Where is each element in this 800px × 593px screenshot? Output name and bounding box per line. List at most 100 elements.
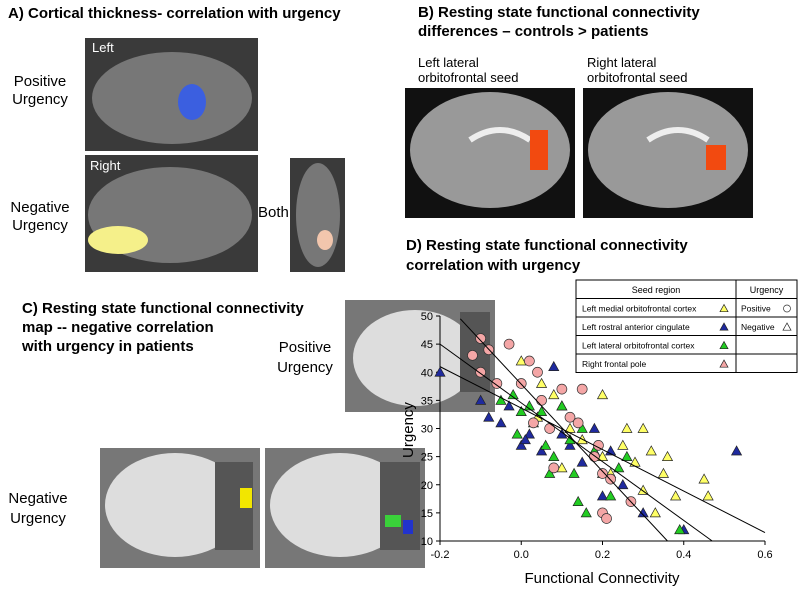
point [597,468,608,479]
activation [385,515,401,527]
row-label: Negative [10,199,69,216]
point [535,377,548,388]
point [596,490,609,501]
y-tick-label: 30 [421,424,433,436]
y-tick-label: 20 [421,480,433,492]
point [645,445,657,456]
highlight [88,226,148,254]
seed-label: orbitofrontal seed [587,70,687,85]
seed-label: orbitofrontal seed [418,70,518,85]
highlight [178,84,206,120]
point [605,490,617,501]
row-label: Urgency [12,91,68,108]
panel-title: differences – controls > patients [418,23,649,40]
point [519,434,531,445]
point [515,439,527,450]
activation [530,130,548,170]
legend-box [575,279,798,373]
y-tick-label: 35 [421,395,433,407]
panel-title: B) Resting state functional connectivity [418,4,700,21]
point [613,462,625,473]
panel-title: with urgency in patients [21,338,194,355]
corpus [646,127,710,143]
brain [270,453,410,557]
seed-label: Left lateral [418,55,479,70]
point [576,422,588,433]
point [491,378,503,389]
brain [353,310,477,406]
point [548,462,560,474]
legend-label: Left medial orbitofrontal cortex [582,304,697,314]
legend-label: Left rostral anterior cingulate [582,322,690,332]
point [637,484,649,495]
legend-label: Right frontal pole [582,359,647,369]
point [702,490,714,501]
point [564,439,576,450]
row-label: Negative [8,490,67,507]
panel-title: A) Cortical thickness- correlation with … [8,5,341,22]
brain [296,163,340,267]
point [556,400,568,411]
brain [105,453,245,557]
point [601,513,612,524]
point [674,524,686,535]
point [576,383,588,395]
y-tick-label: 40 [421,367,433,379]
point [467,350,478,361]
brain [410,92,570,208]
row-label: Positive [279,339,332,356]
point [528,417,539,429]
legend-symbol [783,304,791,313]
point [617,479,629,490]
point [698,473,710,484]
point [503,338,515,350]
point [495,417,507,428]
row-label: Urgency [277,359,333,376]
x-tick-label: 0.4 [676,549,691,561]
row-label: Urgency [12,217,68,234]
legend-swatch [719,340,729,350]
legend-header: Urgency [750,285,784,295]
chart-title: D) Resting state functional connectivity [406,237,688,254]
point [548,450,560,461]
point [540,439,552,450]
activation [240,488,252,508]
x-axis-label: Functional Connectivity [524,570,680,587]
point [649,507,661,518]
point [536,395,547,406]
point [475,394,487,405]
y-tick-label: 15 [421,508,433,520]
point [515,405,527,416]
point [524,355,535,367]
y-tick-label: 50 [421,311,433,323]
x-tick-label: 0.2 [595,549,610,561]
point [657,467,670,478]
point [588,422,600,433]
point [572,495,584,506]
point [580,507,592,518]
x-tick-label: -0.2 [431,549,450,561]
point [637,422,649,433]
point [535,405,548,416]
point [661,450,674,461]
point [434,366,446,377]
legend-swatch [719,359,729,368]
y-tick-label: 45 [421,339,433,351]
panel-title: map -- negative correlation [22,319,214,336]
legend-header: Seed region [632,285,681,295]
slice [380,462,420,550]
legend-swatch [719,303,729,313]
point [507,389,519,400]
point [523,400,535,411]
activation [403,520,413,534]
point [535,445,548,456]
y-axis-label: Urgency [400,402,417,458]
point [544,467,556,478]
point [596,389,609,400]
seed-label: Right lateral [587,55,656,70]
legend-label: Negative [741,322,775,332]
point [572,417,584,429]
point [544,423,556,434]
brain [588,92,748,208]
highlight [317,230,333,250]
